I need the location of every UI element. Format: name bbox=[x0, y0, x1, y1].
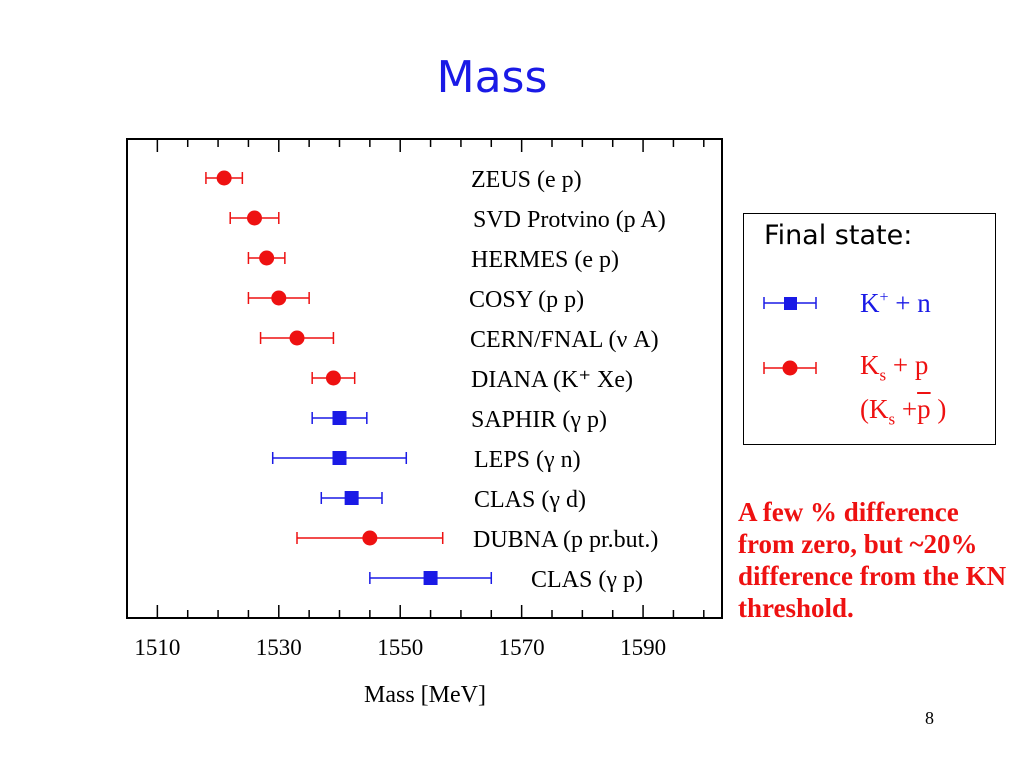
legend-k: K bbox=[860, 288, 880, 318]
data-point-square bbox=[332, 451, 347, 465]
legend-entry-kplus-n: K+ + n bbox=[860, 288, 931, 319]
experiment-label: DUBNA (p pr.but.) bbox=[473, 527, 658, 553]
experiment-label: SAPHIR (γ p) bbox=[471, 407, 607, 433]
experiment-label: CERN/FNAL (ν A) bbox=[470, 327, 659, 353]
data-point-circle bbox=[362, 530, 378, 546]
mass-chart: 1510 1530 1550 1570 1590 ZEUS (e p) SVD Protv… bbox=[126, 138, 723, 708]
legend-plus-n: + n bbox=[888, 288, 931, 318]
experiment-labels: ZEUS (e p) SVD Protvino (p A) HERMES (e p)… bbox=[469, 167, 666, 593]
legend-plus: + bbox=[895, 394, 918, 424]
data-point-circle bbox=[259, 250, 275, 266]
legend-entry-ks-pbar: (Ks +p ) bbox=[860, 394, 946, 429]
experiment-label: CLAS (γ d) bbox=[474, 487, 586, 513]
x-tick-label: 1570 bbox=[499, 635, 545, 660]
legend-blue-square-marker bbox=[784, 297, 797, 310]
data-point-square bbox=[332, 411, 347, 425]
x-tick-label: 1590 bbox=[620, 635, 666, 660]
axis-ticks bbox=[126, 139, 705, 618]
legend-close: ) bbox=[930, 394, 947, 424]
legend-open-k: (K bbox=[860, 394, 889, 424]
data-point-circle bbox=[271, 290, 287, 306]
data-points bbox=[205, 170, 493, 585]
legend-entry-ks-p: Ks + p bbox=[860, 350, 928, 385]
x-tick-label: 1510 bbox=[134, 635, 180, 660]
experiment-label: ZEUS (e p) bbox=[471, 167, 582, 193]
experiment-label: COSY (p p) bbox=[469, 287, 584, 313]
legend-s-subscript: s bbox=[888, 409, 896, 429]
note-text: A few % difference from zero, but ~20% d… bbox=[738, 497, 1007, 623]
page-number: 8 bbox=[925, 708, 934, 728]
x-tick-label: 1530 bbox=[256, 635, 302, 660]
legend-title: Final state: bbox=[764, 220, 913, 251]
x-tick-labels: 1510 1530 1550 1570 1590 bbox=[134, 635, 666, 660]
legend: Final state: K+ + n Ks + p (Ks +p ) bbox=[743, 213, 996, 445]
data-point-circle bbox=[289, 330, 305, 346]
slide-title: Mass bbox=[436, 52, 548, 103]
data-point-square bbox=[344, 491, 359, 505]
experiment-label: LEPS (γ n) bbox=[474, 447, 581, 473]
data-point-square bbox=[423, 571, 438, 585]
legend-markers bbox=[763, 297, 817, 376]
legend-red-circle-marker bbox=[782, 360, 798, 376]
experiment-label: CLAS (γ p) bbox=[531, 567, 643, 593]
legend-s-subscript: s bbox=[879, 365, 887, 385]
x-tick-label: 1550 bbox=[377, 635, 423, 660]
legend-pbar: p bbox=[917, 394, 931, 424]
legend-plus-p: + p bbox=[886, 350, 929, 380]
legend-k: K bbox=[860, 350, 880, 380]
plot-frame bbox=[126, 138, 723, 619]
data-point-circle bbox=[325, 370, 341, 386]
experiment-label: SVD Protvino (p A) bbox=[473, 207, 666, 233]
x-axis-label: Mass [MeV] bbox=[364, 682, 486, 708]
data-point-circle bbox=[216, 170, 232, 186]
data-point-circle bbox=[247, 210, 262, 226]
legend-plus-superscript: + bbox=[879, 289, 889, 306]
experiment-label: DIANA (K⁺ Xe) bbox=[471, 367, 633, 393]
experiment-label: HERMES (e p) bbox=[471, 247, 619, 273]
